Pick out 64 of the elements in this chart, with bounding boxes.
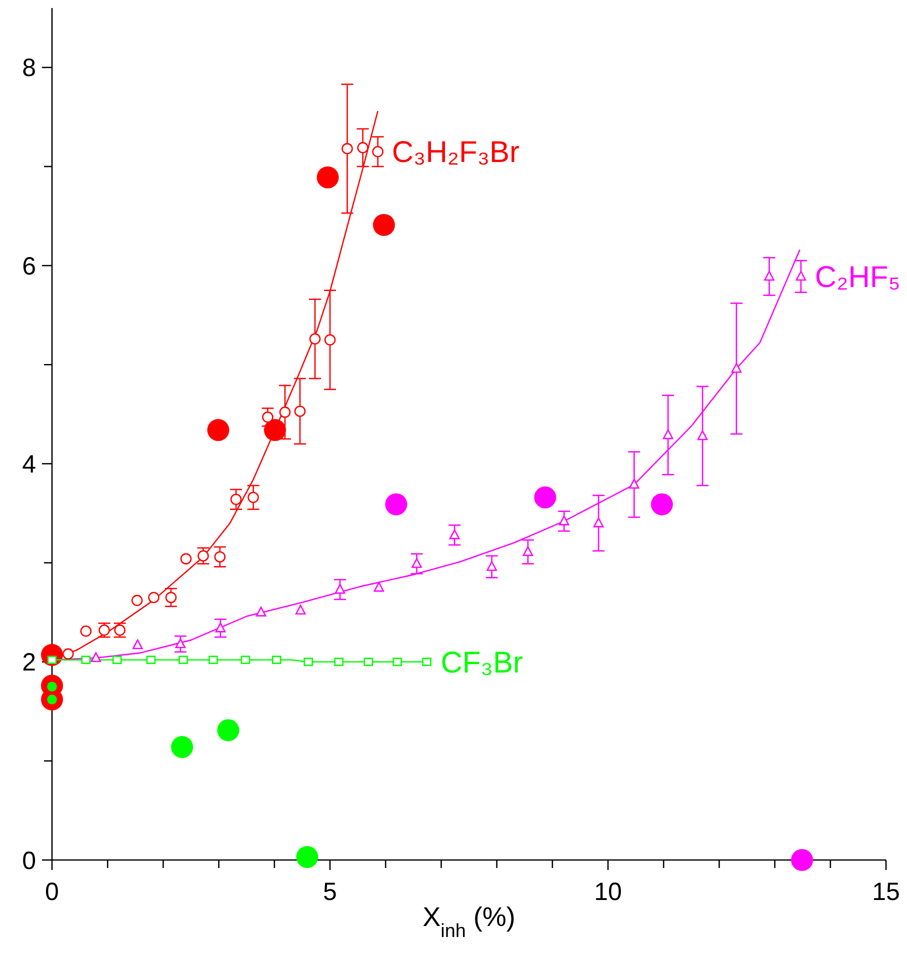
point — [80, 626, 92, 637]
point — [334, 658, 344, 666]
point — [240, 656, 250, 664]
point — [198, 550, 209, 562]
point — [364, 658, 374, 666]
point — [272, 656, 282, 664]
point — [279, 406, 291, 418]
point — [796, 270, 806, 281]
point — [132, 639, 143, 650]
point — [392, 658, 402, 666]
x-tick-label: 5 — [323, 878, 337, 906]
point — [357, 142, 368, 154]
point — [214, 551, 226, 562]
point — [342, 143, 353, 154]
point — [309, 333, 321, 345]
y-tick-label: 2 — [22, 648, 36, 677]
point — [215, 622, 226, 632]
point — [165, 592, 177, 604]
x-tick-label: 15 — [872, 878, 900, 906]
point — [178, 656, 188, 664]
point — [731, 362, 742, 373]
point — [662, 429, 674, 440]
point — [146, 656, 156, 664]
point — [47, 656, 57, 664]
point — [175, 638, 186, 648]
point — [180, 553, 192, 564]
point — [422, 658, 432, 666]
series-label: C₂HF₅ — [814, 260, 900, 294]
point — [248, 492, 259, 504]
point — [764, 270, 774, 281]
point — [593, 518, 604, 528]
point — [90, 652, 102, 662]
y-tick-label: 8 — [22, 54, 36, 82]
point — [372, 146, 384, 158]
y-tick-label: 0 — [22, 846, 36, 875]
series-label: C₃H₂F₃Br — [392, 136, 520, 170]
point — [334, 584, 346, 594]
point — [449, 529, 460, 540]
point — [486, 561, 497, 571]
point — [412, 558, 422, 568]
point — [295, 604, 306, 614]
x-tick-label: 10 — [594, 878, 622, 906]
point — [62, 648, 74, 660]
point — [81, 656, 91, 664]
point — [262, 412, 274, 423]
y-tick-label: 4 — [22, 450, 36, 478]
point — [558, 516, 570, 526]
point — [697, 430, 708, 440]
point — [294, 406, 306, 417]
point — [131, 594, 143, 606]
point — [112, 656, 122, 664]
point — [256, 606, 266, 616]
x-tick-label: 0 — [45, 878, 59, 906]
point — [304, 658, 313, 666]
point — [522, 546, 534, 556]
point — [374, 582, 384, 592]
x-axis-title: X$_{inh}$ (%) — [422, 902, 516, 942]
point — [628, 478, 640, 489]
y-tick-label: 6 — [22, 252, 36, 280]
point — [148, 592, 160, 604]
point — [208, 656, 218, 664]
point — [324, 334, 336, 346]
series-label: CF₃Br — [440, 646, 523, 680]
point — [230, 494, 242, 506]
